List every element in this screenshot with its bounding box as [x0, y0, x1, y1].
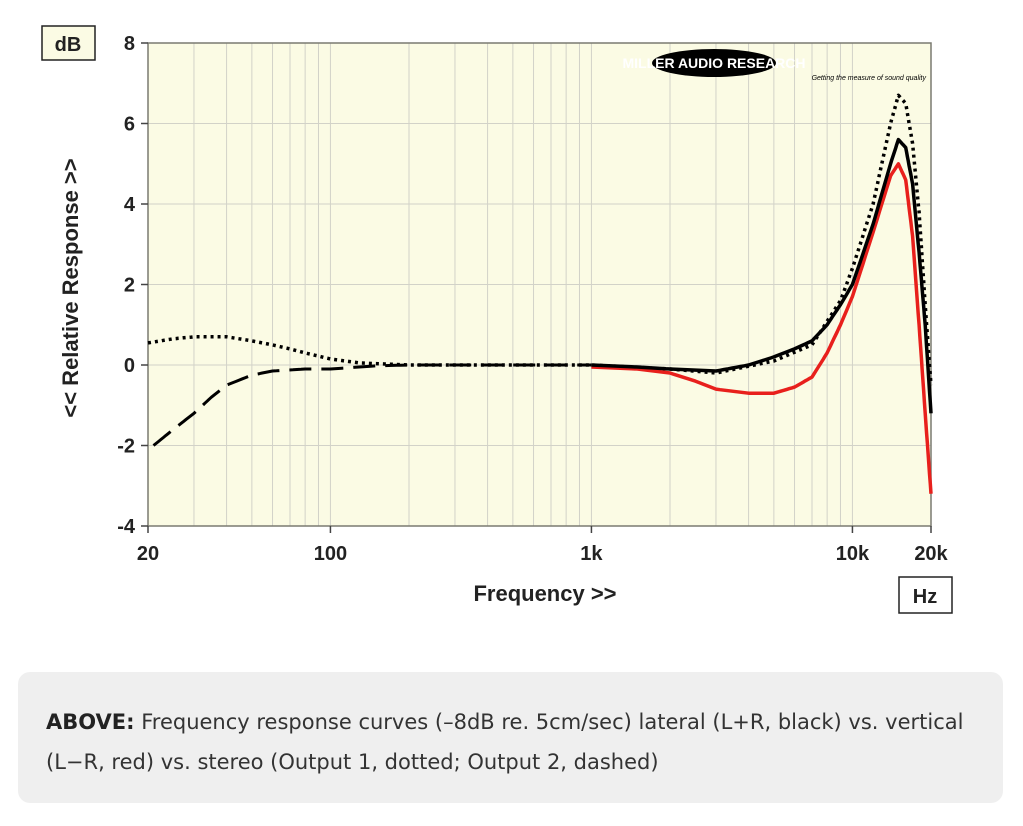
caption-label: ABOVE:: [46, 710, 135, 734]
vertical-curve: [591, 162, 933, 494]
caption-box: ABOVE: Frequency response curves (–8dB r…: [18, 672, 1003, 803]
lateral-curve: [591, 137, 933, 414]
series-layer: [147, 93, 933, 494]
y-tick-label: 8: [124, 33, 135, 55]
y-tick-label: -4: [117, 516, 136, 538]
x-unit-label: Hz: [913, 586, 937, 608]
y-axis: 8 6 4 2 0 -2 -4: [117, 33, 148, 538]
x-tick-label: 20k: [914, 543, 948, 565]
y-tick-label: -2: [117, 436, 135, 458]
x-tick-label: 100: [314, 543, 347, 565]
y-tick-label: 2: [124, 275, 135, 297]
y-tick-label: 6: [124, 114, 135, 136]
miller-audio-logo: MILLER AUDIO RESEARCH Getting the measur…: [622, 49, 926, 82]
output2-curve: [152, 363, 592, 447]
x-tick-label: 20: [137, 543, 159, 565]
logo-tagline: Getting the measure of sound quality: [812, 75, 927, 82]
logo-text: MILLER AUDIO RESEARCH: [622, 55, 805, 71]
y-tick-label: 4: [124, 194, 136, 216]
x-tick-label: 10k: [836, 543, 870, 565]
caption: ABOVE: Frequency response curves (–8dB r…: [46, 702, 975, 782]
x-tick-label: 1k: [580, 543, 603, 565]
x-axis: 20 100 1k 10k 20k: [137, 526, 949, 565]
x-unit-box: Hz: [898, 576, 953, 614]
y-axis-title: << Relative Response >>: [58, 158, 83, 417]
grid-lines: [148, 42, 931, 527]
y-tick-label: 0: [124, 355, 135, 377]
caption-text: Frequency response curves (–8dB re. 5cm/…: [46, 710, 964, 774]
y-unit-box: dB: [41, 25, 96, 61]
x-axis-title: Frequency >>: [473, 581, 616, 606]
y-unit-label: dB: [55, 34, 82, 56]
